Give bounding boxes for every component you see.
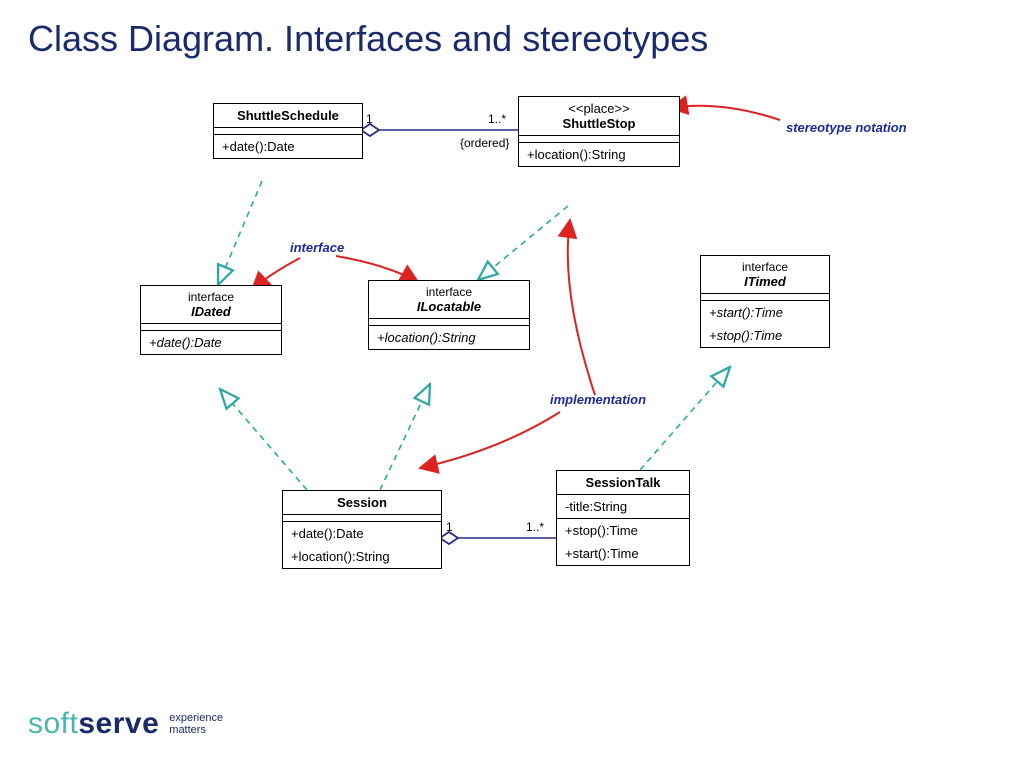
note-arrow-impl-down	[420, 412, 560, 468]
logo-tag1: experience	[169, 712, 223, 724]
uml-diagram: ShuttleSchedule +date():Date <<place>> S…	[0, 90, 1024, 660]
edge-session-idated	[220, 389, 307, 490]
note-arrow-impl-up	[568, 220, 595, 395]
edge-talk-itimed	[640, 367, 730, 470]
mult-ordered: {ordered}	[460, 136, 509, 150]
mult-talk: 1..*	[526, 520, 544, 534]
class-sessiontalk: SessionTalk -title:String +stop():Time +…	[556, 470, 690, 566]
stereotype-label: <<place>>	[527, 101, 671, 116]
iface-keyword: interface	[377, 285, 521, 299]
interface-ilocatable: interface ILocatable +location():String	[368, 280, 530, 350]
class-session: Session +date():Date +location():String	[282, 490, 442, 569]
class-name: ILocatable	[377, 299, 521, 314]
class-op: +date():Date	[214, 135, 362, 158]
edge-schedule-idated	[218, 181, 262, 285]
logo-soft: soft	[28, 707, 78, 740]
mult-schedule: 1	[366, 112, 373, 126]
edge-stop-ilocatable	[478, 206, 568, 280]
iface-keyword: interface	[149, 290, 273, 304]
class-op: +location():String	[283, 545, 441, 568]
class-name: ShuttleSchedule	[237, 108, 339, 123]
page-title: Class Diagram. Interfaces and stereotype…	[28, 18, 708, 60]
note-arrow-interface-right	[336, 256, 418, 282]
class-op: +stop():Time	[701, 324, 829, 347]
note-arrow-stereotype	[670, 106, 780, 120]
interface-itimed: interface ITimed +start():Time +stop():T…	[700, 255, 830, 348]
class-op: +location():String	[519, 143, 679, 166]
class-name: ShuttleStop	[527, 116, 671, 131]
class-op: +date():Date	[141, 331, 281, 354]
class-op: +start():Time	[701, 301, 829, 324]
class-op: +date():Date	[283, 522, 441, 545]
iface-keyword: interface	[709, 260, 821, 274]
class-shuttleschedule: ShuttleSchedule +date():Date	[213, 103, 363, 159]
logo-serve: serve	[78, 707, 159, 740]
class-attr: -title:String	[557, 495, 689, 519]
class-name: ITimed	[709, 274, 821, 289]
class-shuttlestop: <<place>> ShuttleStop +location():String	[518, 96, 680, 167]
note-stereotype: stereotype notation	[786, 120, 907, 135]
class-op: +location():String	[369, 326, 529, 349]
class-name: IDated	[149, 304, 273, 319]
class-op: +start():Time	[557, 542, 689, 565]
class-name: Session	[337, 495, 387, 510]
note-implementation: implementation	[550, 392, 646, 407]
logo-tag2: matters	[169, 724, 223, 736]
mult-stop: 1..*	[488, 112, 506, 126]
mult-session: 1	[446, 520, 453, 534]
logo: softserve experience matters	[28, 707, 223, 741]
class-name: SessionTalk	[586, 475, 661, 490]
class-op: +stop():Time	[557, 519, 689, 542]
interface-idated: interface IDated +date():Date	[140, 285, 282, 355]
note-interface: interface	[290, 240, 344, 255]
edge-session-ilocatable	[380, 384, 430, 490]
diagram-edges	[0, 90, 1024, 660]
